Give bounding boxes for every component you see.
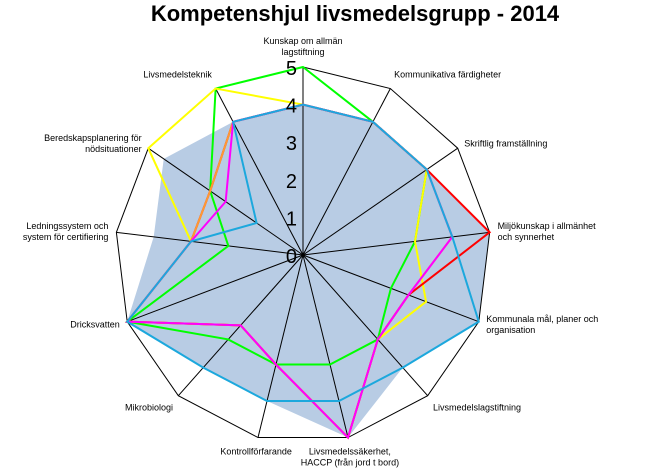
tick-label: 2 xyxy=(286,171,297,193)
tick-label: 1 xyxy=(286,208,297,230)
tick-label: 5 xyxy=(286,58,297,80)
category-label: Livsmedelslagstiftning xyxy=(433,403,521,413)
grid-spoke xyxy=(215,88,304,256)
background-area-layer xyxy=(127,104,490,438)
category-label: Miljökunskap i allmänhet och synnerhet xyxy=(498,221,597,242)
grid-spoke xyxy=(257,254,304,438)
category-label: Skriftlig framställning xyxy=(464,139,547,149)
tick-label-layer: 0 1 2 3 4 5 xyxy=(286,58,297,268)
grid-spoke xyxy=(302,254,429,397)
series-layer xyxy=(124,65,492,440)
grid-outer-polygon xyxy=(115,66,491,439)
area-polygon xyxy=(127,104,490,438)
grid-spoke xyxy=(116,231,304,256)
tick-label: 0 xyxy=(286,246,297,268)
grid-spoke xyxy=(127,254,304,323)
category-label: Beredskapsplanering för nödsituationer xyxy=(44,133,142,154)
grid-spoke xyxy=(302,254,349,438)
chart-title: Kompetenshjul livsmedelsgrupp - 2014 xyxy=(151,1,560,26)
tick-label: 4 xyxy=(286,96,297,118)
category-label: Dricksvatten xyxy=(70,320,120,330)
category-label: Kunskap om allmän lagstiftning xyxy=(263,36,342,57)
category-label: Kommunala mål, planer och organisation xyxy=(486,314,598,335)
category-label: Mikrobiologi xyxy=(125,403,173,413)
grid-spoke xyxy=(302,88,391,256)
category-label: Kommunikativa färdigheter xyxy=(394,69,501,79)
tick-label: 3 xyxy=(286,133,297,155)
series-line-6 xyxy=(125,103,480,403)
category-label: Livsmedelssäkerhet, HACCP (från jord t bo… xyxy=(301,446,399,467)
grid-spoke xyxy=(302,231,490,256)
category-label: Livsmedelsteknik xyxy=(143,69,212,79)
grid-spoke xyxy=(302,147,459,256)
category-label: Kontrollförfarande xyxy=(220,446,292,456)
category-label: Ledningssystem och system för certifierin… xyxy=(23,221,109,242)
category-label-layer: Kunskap om allmän lagstiftning Kommunikati… xyxy=(23,36,598,467)
